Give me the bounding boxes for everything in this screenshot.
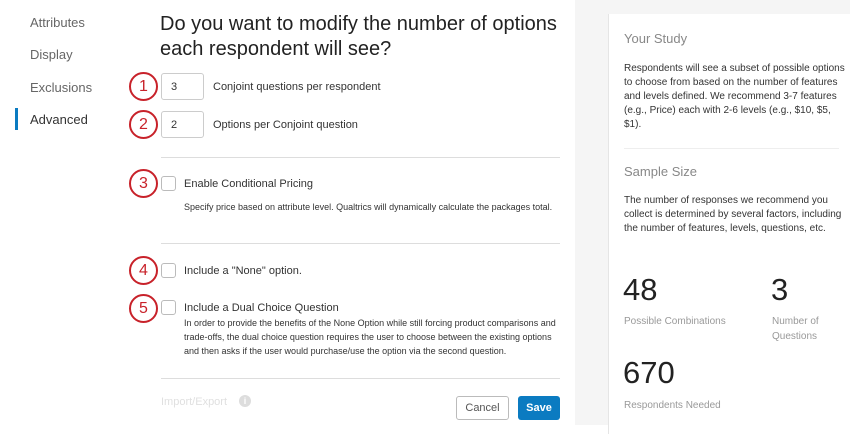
options-per-question-input[interactable] — [161, 111, 204, 138]
step-badge-2: 2 — [129, 110, 158, 139]
divider — [161, 157, 560, 158]
study-panel — [608, 14, 850, 434]
step-badge-4: 4 — [129, 256, 158, 285]
dual-choice-checkbox[interactable] — [161, 300, 176, 315]
dual-choice-desc: In order to provide the benefits of the … — [184, 318, 556, 356]
options-per-question-label: Options per Conjoint question — [213, 119, 358, 131]
none-option-checkbox[interactable] — [161, 263, 176, 278]
page-title: Do you want to modify the number of opti… — [160, 13, 557, 60]
divider — [161, 378, 560, 379]
conditional-pricing-label: Enable Conditional Pricing — [184, 178, 314, 190]
combinations-label: Possible Combinations — [624, 316, 726, 327]
sample-size-text: The number of responses we recommend you… — [624, 195, 842, 234]
combinations-value: 48 — [623, 272, 658, 307]
active-nav-indicator — [15, 108, 18, 130]
step-badge-1: 1 — [129, 72, 158, 101]
questions-value: 3 — [771, 272, 789, 307]
your-study-text: Respondents will see a subset of possibl… — [624, 63, 845, 130]
none-option-label: Include a "None" option. — [184, 265, 302, 277]
conditional-pricing-desc: Specify price based on attribute level. … — [184, 202, 553, 212]
nav-item-advanced[interactable]: Advanced — [30, 112, 88, 127]
step-badge-5: 5 — [129, 294, 158, 323]
your-study-heading: Your Study — [624, 31, 688, 46]
conditional-pricing-checkbox[interactable] — [161, 176, 176, 191]
questions-per-respondent-label: Conjoint questions per respondent — [213, 81, 381, 93]
questions-label: Number of Questions — [772, 316, 819, 342]
nav-item-exclusions[interactable]: Exclusions — [30, 80, 93, 95]
respondents-label: Respondents Needed — [624, 400, 721, 411]
divider — [161, 243, 560, 244]
save-button[interactable]: Save — [518, 396, 560, 420]
panel-divider — [624, 148, 839, 149]
respondents-value: 670 — [623, 355, 675, 390]
step-badge-3: 3 — [129, 169, 158, 198]
questions-per-respondent-input[interactable] — [161, 73, 204, 100]
nav-item-attributes[interactable]: Attributes — [30, 15, 85, 30]
nav-item-display[interactable]: Display — [30, 47, 73, 62]
import-export-link[interactable]: Import/Export — [161, 396, 228, 408]
info-icon[interactable]: i — [239, 395, 251, 407]
dual-choice-label: Include a Dual Choice Question — [184, 302, 339, 314]
sample-size-heading: Sample Size — [624, 164, 697, 179]
cancel-button[interactable]: Cancel — [456, 396, 509, 420]
